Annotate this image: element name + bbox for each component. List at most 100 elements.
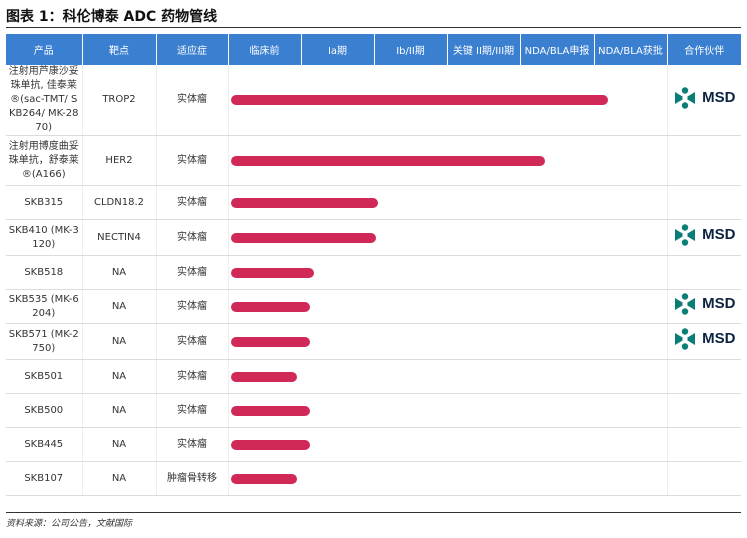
partner-cell [667, 427, 741, 462]
partner-cell [667, 255, 741, 290]
partner-name: MSD [702, 295, 736, 312]
progress-bar [230, 95, 608, 105]
product-name: SKB500 [6, 393, 83, 428]
progress-bar [230, 371, 297, 382]
product-name: SKB501 [6, 359, 83, 394]
header-target: 靶点 [82, 34, 157, 65]
msd-logo: MSD [673, 86, 735, 110]
progress-bar [230, 439, 310, 450]
progress-bar [230, 301, 310, 312]
header-phase-1a: Ia期 [301, 34, 375, 65]
progress-bar [230, 155, 545, 166]
product-name: SKB535 (MK-6204) [6, 289, 83, 324]
product-name: 注射用博度曲妥珠单抗，舒泰莱®(A166) [6, 135, 83, 186]
stage-track [228, 219, 668, 256]
header-pivotal: 关键 II期/III期 [447, 34, 521, 65]
partner-name: MSD [702, 330, 736, 347]
product-name: SKB315 [6, 185, 83, 220]
partner-cell: MSD [667, 289, 741, 324]
product-name: SKB518 [6, 255, 83, 290]
header-indication: 适应症 [156, 34, 229, 65]
target-name: NA [82, 289, 157, 324]
table-row: SKB518 NA 实体瘤 [6, 255, 741, 290]
indication-name: 实体瘤 [156, 359, 229, 394]
partner-cell [667, 185, 741, 220]
header-nda-approval: NDA/BLA获批 [594, 34, 668, 65]
msd-logo: MSD [673, 223, 735, 247]
stage-track [228, 461, 668, 496]
pipeline-table-body: 注射用芦康沙妥珠单抗, 佳泰莱®(sac-TMT/ SKB264/ MK-287… [6, 65, 741, 496]
indication-name: 实体瘤 [156, 135, 229, 186]
header-phase-1b-2: Ib/II期 [374, 34, 448, 65]
stage-track [228, 393, 668, 428]
indication-name: 实体瘤 [156, 255, 229, 290]
header-preclinical: 临床前 [228, 34, 302, 65]
header-nda-filing: NDA/BLA申报 [520, 34, 595, 65]
indication-name: 实体瘤 [156, 427, 229, 462]
partner-cell [667, 393, 741, 428]
progress-bar [230, 405, 310, 416]
indication-name: 实体瘤 [156, 393, 229, 428]
stage-track [228, 255, 668, 290]
target-name: NA [82, 323, 157, 360]
partner-cell [667, 359, 741, 394]
msd-logo-mark-icon [675, 328, 696, 350]
indication-name: 肿瘤骨转移 [156, 461, 229, 496]
partner-name: MSD [702, 226, 736, 243]
table-row: SKB535 (MK-6204) NA 实体瘤 MSD [6, 289, 741, 324]
table-row: 注射用博度曲妥珠单抗，舒泰莱®(A166) HER2 实体瘤 [6, 135, 741, 186]
partner-cell: MSD [667, 219, 741, 256]
msd-logo-mark-icon [675, 224, 696, 246]
table-row: SKB107 NA 肿瘤骨转移 [6, 461, 741, 496]
msd-logo-mark-icon [675, 86, 696, 109]
table-row: SKB410 (MK-3120) NECTIN4 实体瘤 MSD [6, 219, 741, 256]
indication-name: 实体瘤 [156, 219, 229, 256]
figure-title: 图表 1：科伦博泰 ADC 药物管线 [6, 9, 218, 25]
pipeline-table: 产品 靶点 适应症 临床前 Ia期 Ib/II期 关键 II期/III期 NDA… [6, 34, 741, 496]
stage-track [228, 289, 668, 324]
product-name: SKB445 [6, 427, 83, 462]
product-name: SKB107 [6, 461, 83, 496]
title-divider [6, 27, 741, 28]
progress-bar [230, 267, 314, 278]
table-row: SKB501 NA 实体瘤 [6, 359, 741, 394]
indication-name: 实体瘤 [156, 289, 229, 324]
table-header-row: 产品 靶点 适应症 临床前 Ia期 Ib/II期 关键 II期/III期 NDA… [6, 34, 741, 65]
target-name: NA [82, 393, 157, 428]
footer-divider [6, 512, 741, 513]
product-name: 注射用芦康沙妥珠单抗, 佳泰莱®(sac-TMT/ SKB264/ MK-287… [6, 65, 83, 136]
stage-track [228, 427, 668, 462]
target-name: NA [82, 255, 157, 290]
target-name: NA [82, 359, 157, 394]
partner-name: MSD [702, 88, 736, 106]
msd-logo-mark-icon [675, 293, 696, 315]
target-name: NECTIN4 [82, 219, 157, 256]
table-row: 注射用芦康沙妥珠单抗, 佳泰莱®(sac-TMT/ SKB264/ MK-287… [6, 65, 741, 136]
stage-track [228, 185, 668, 220]
stage-track [228, 135, 668, 186]
msd-logo: MSD [673, 292, 735, 316]
product-name: SKB410 (MK-3120) [6, 219, 83, 256]
progress-bar [230, 197, 378, 208]
table-row: SKB500 NA 实体瘤 [6, 393, 741, 428]
indication-name: 实体瘤 [156, 185, 229, 220]
product-name: SKB571 (MK-2750) [6, 323, 83, 360]
source-note: 资料来源：公司公告，文献国际 [6, 519, 133, 529]
target-name: TROP2 [82, 65, 157, 136]
table-row: SKB571 (MK-2750) NA 实体瘤 MSD [6, 323, 741, 360]
indication-name: 实体瘤 [156, 323, 229, 360]
stage-track [228, 323, 668, 360]
target-name: HER2 [82, 135, 157, 186]
msd-logo: MSD [673, 327, 735, 351]
stage-track [228, 359, 668, 394]
target-name: NA [82, 461, 157, 496]
partner-cell [667, 461, 741, 496]
partner-cell: MSD [667, 65, 741, 136]
partner-cell [667, 135, 741, 186]
progress-bar [230, 473, 297, 484]
indication-name: 实体瘤 [156, 65, 229, 136]
target-name: CLDN18.2 [82, 185, 157, 220]
partner-cell: MSD [667, 323, 741, 360]
target-name: NA [82, 427, 157, 462]
header-product: 产品 [6, 34, 83, 65]
